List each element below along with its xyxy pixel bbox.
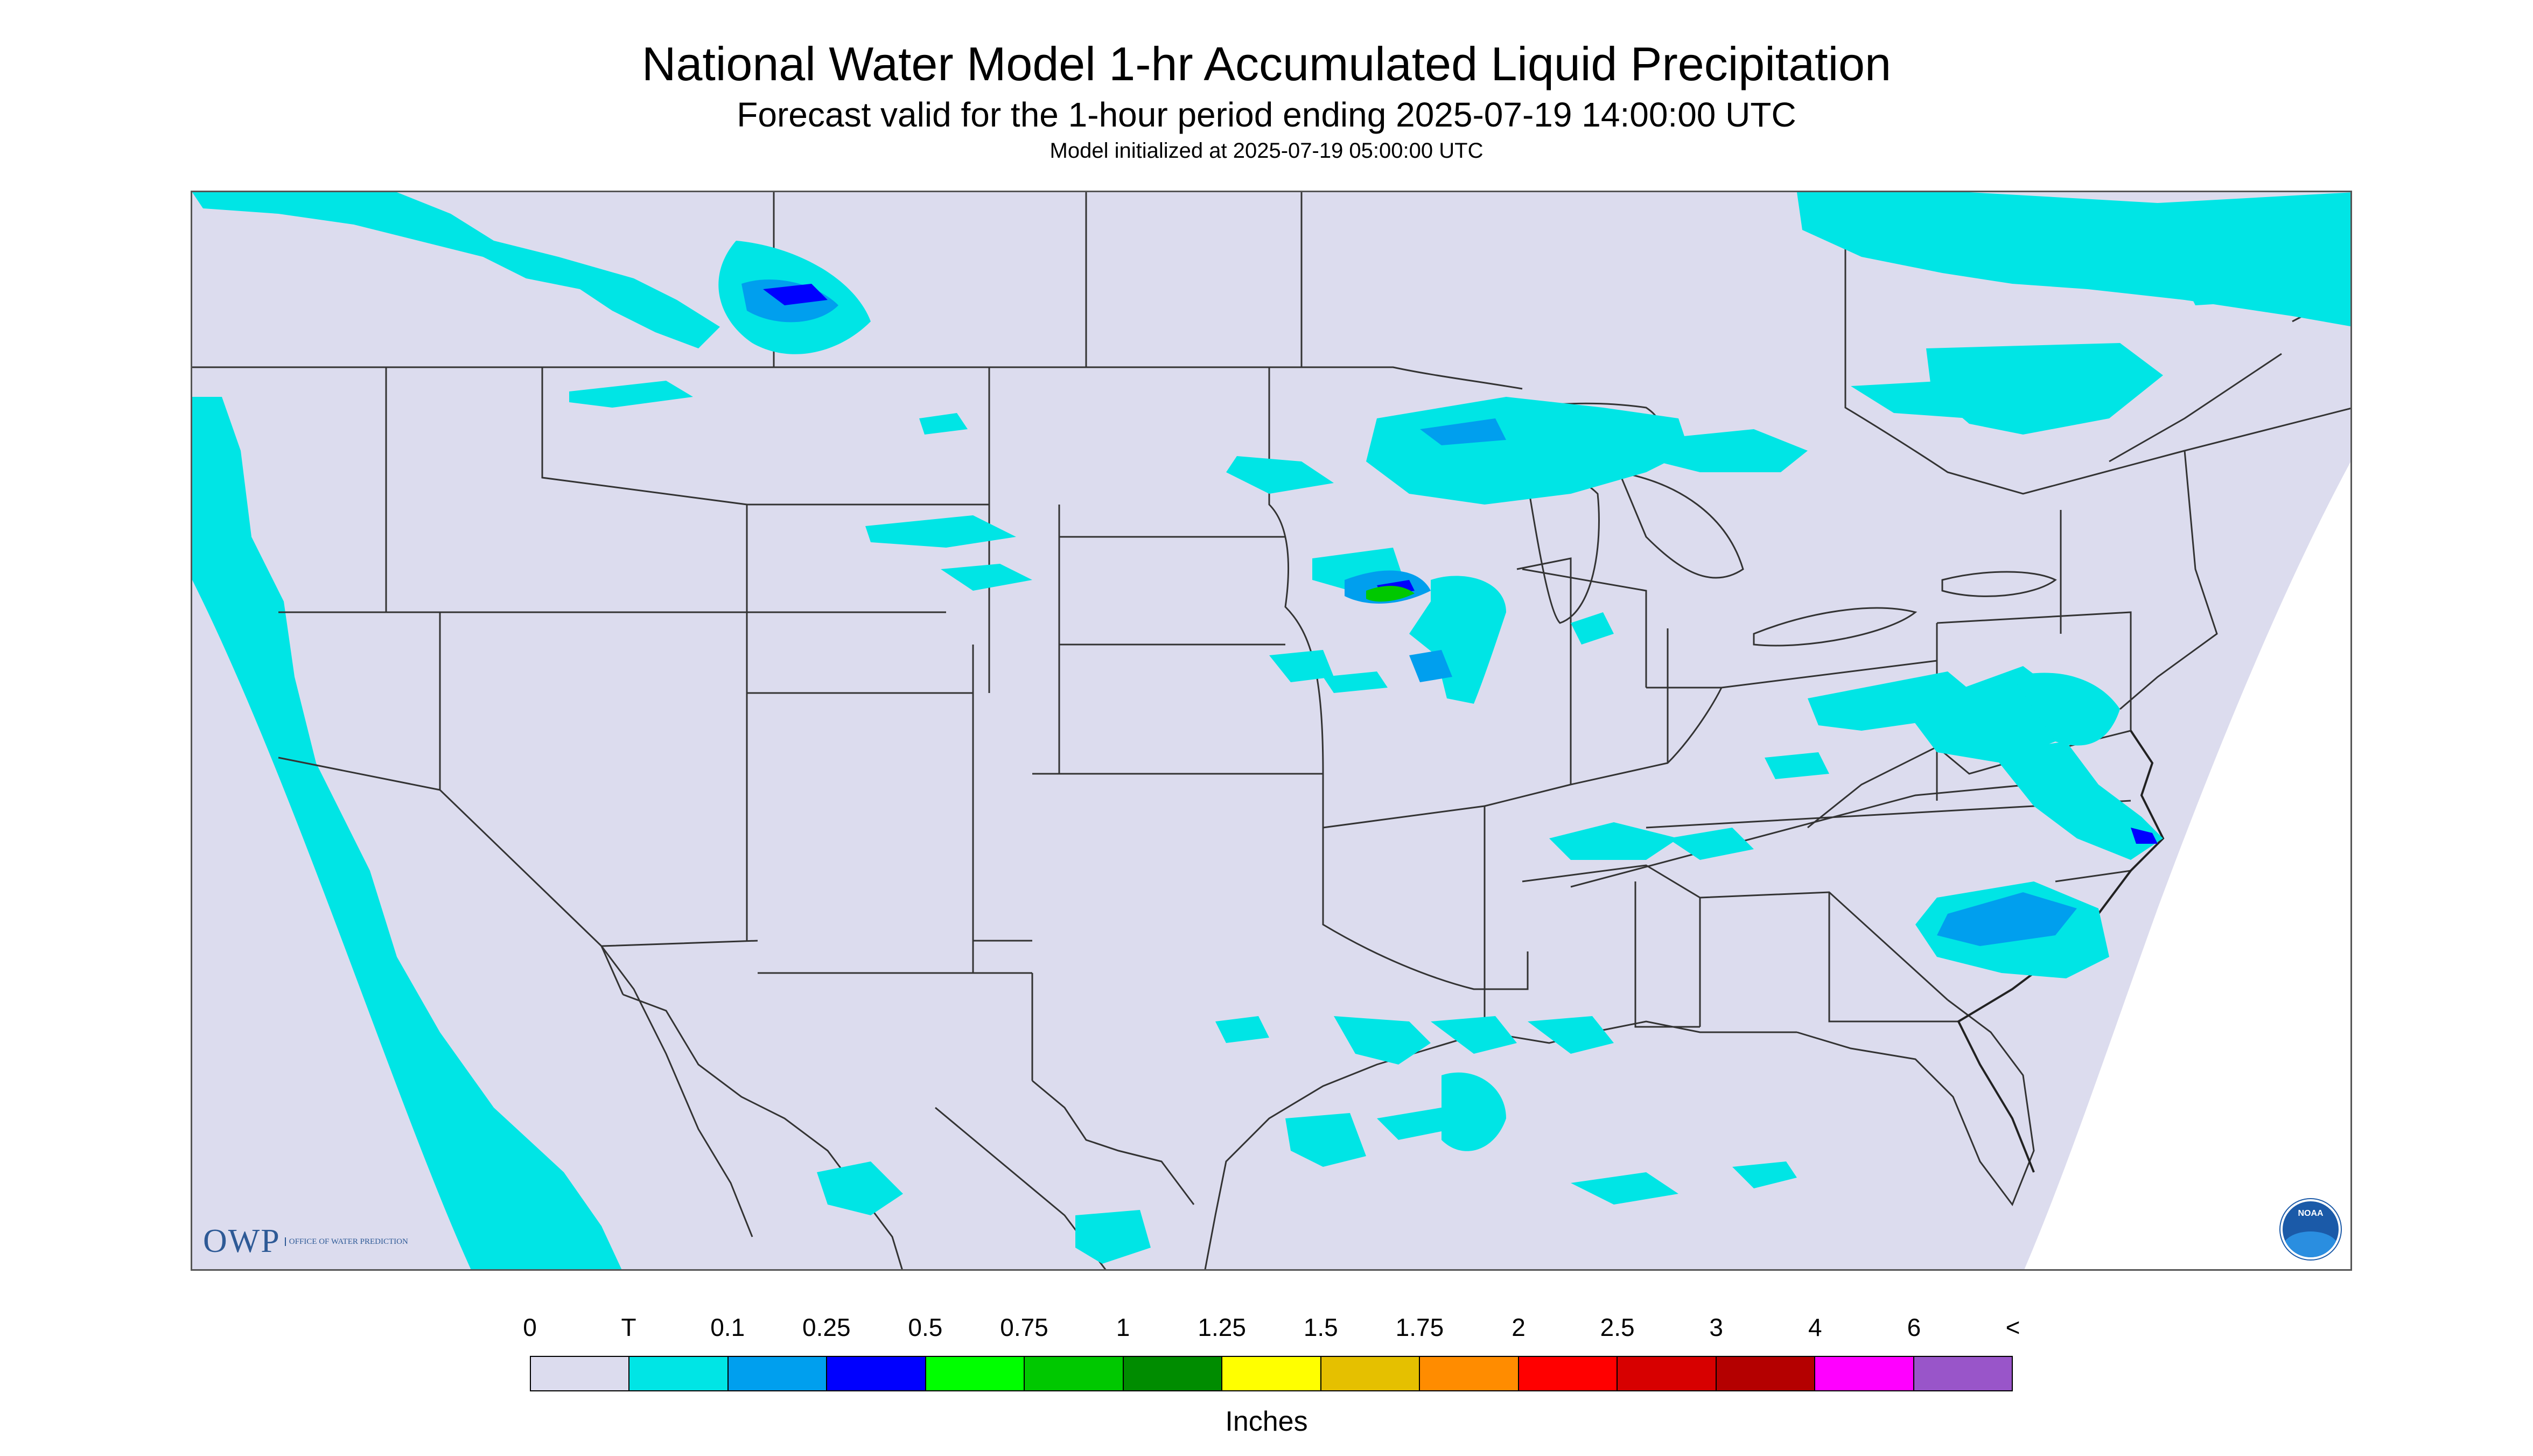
owp-logo: OWP Office of Water Prediction (203, 1222, 408, 1261)
legend-tick-label: 6 (1907, 1313, 1921, 1341)
legend-swatch (1321, 1357, 1421, 1390)
legend-swatch (1914, 1357, 2012, 1390)
map-title: National Water Model 1-hr Accumulated Li… (641, 37, 1892, 90)
owp-logo-text: Office of Water Prediction (284, 1237, 408, 1246)
owp-logo-mark: OWP (203, 1223, 281, 1259)
map-svg (192, 192, 2350, 1269)
legend-tick-label: 2.5 (1600, 1313, 1635, 1341)
legend-tick-label: 2 (1512, 1313, 1526, 1341)
legend-swatch (1420, 1357, 1519, 1390)
legend-swatch (728, 1357, 828, 1390)
legend-swatch (926, 1357, 1025, 1390)
noaa-seagull-icon (2283, 1231, 2339, 1257)
legend-swatch (1222, 1357, 1321, 1390)
legend-tick-label: 1 (1116, 1313, 1130, 1341)
precipitation-map: OWP Office of Water Prediction NOAA (191, 191, 2352, 1271)
legend-swatch (1716, 1357, 1816, 1390)
legend-tick-label: T (621, 1313, 636, 1341)
legend-tick-label: 1.25 (1198, 1313, 1246, 1341)
legend-tick-label: 0 (523, 1313, 537, 1341)
outside-domain-right (2024, 462, 2350, 1269)
model-init-line: Model initialized at 2025-07-19 05:00:00… (1049, 139, 1484, 163)
trace-precip-areas (192, 192, 2350, 1264)
legend-swatch (827, 1357, 926, 1390)
legend-swatch (1815, 1357, 1914, 1390)
state-boundaries (192, 192, 2350, 1269)
legend-tick-label: 4 (1808, 1313, 1822, 1341)
legend-tick-label: 0.75 (1000, 1313, 1048, 1341)
legend-tick-label: 0.25 (802, 1313, 851, 1341)
precip-legend: 0 T 0.1 0.25 0.5 0.75 1 1.25 1.5 1.75 2 2.5 3 4 6 < (523, 1313, 2020, 1391)
noaa-logo-text: NOAA (2298, 1209, 2324, 1218)
legend-swatch (1618, 1357, 1717, 1390)
legend-colorbar (530, 1356, 2013, 1391)
legend-tick-label: 0.5 (908, 1313, 943, 1341)
legend-units-label: Inches (1225, 1406, 1308, 1437)
legend-swatch (629, 1357, 729, 1390)
pacific-trace-band (192, 397, 622, 1269)
noaa-logo: NOAA (2280, 1199, 2341, 1259)
legend-swatch (1123, 1357, 1223, 1390)
legend-tick-label: 1.75 (1395, 1313, 1444, 1341)
legend-tick-label: 3 (1709, 1313, 1723, 1341)
legend-tick-label: 1.5 (1303, 1313, 1338, 1341)
legend-tick-label: 0.1 (710, 1313, 745, 1341)
legend-swatch (531, 1357, 630, 1390)
pacific-trace-top (192, 418, 225, 526)
legend-swatch (1025, 1357, 1124, 1390)
heavy-precip-area (1366, 585, 1415, 602)
legend-tick-label: < (2005, 1313, 2020, 1341)
map-subtitle: Forecast valid for the 1-hour period end… (737, 95, 1796, 134)
legend-swatch (1519, 1357, 1618, 1390)
